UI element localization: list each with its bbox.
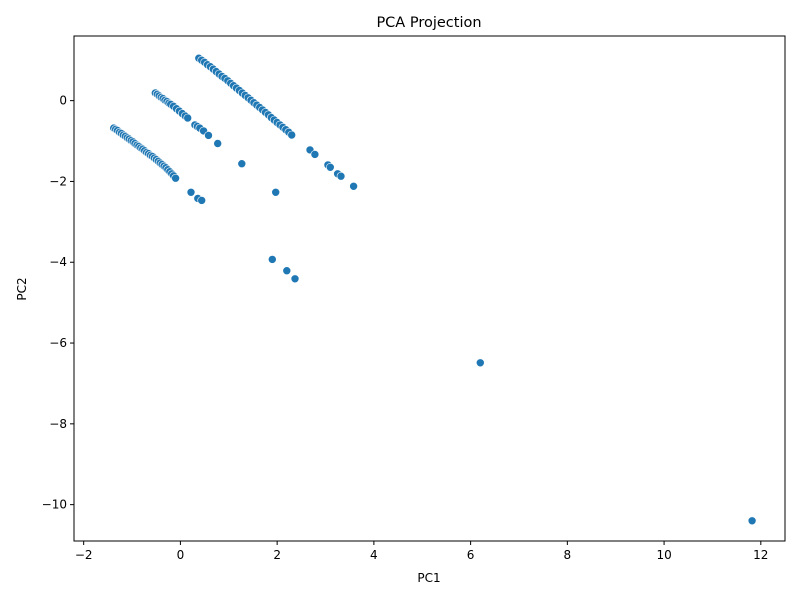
x-tick-label: 6 xyxy=(467,548,475,562)
x-axis-label: PC1 xyxy=(417,571,440,585)
data-point xyxy=(747,516,757,526)
data-point xyxy=(237,159,247,168)
data-point xyxy=(475,358,485,368)
data-point xyxy=(336,171,346,181)
data-point xyxy=(197,196,206,205)
y-tick-label: −8 xyxy=(49,417,67,431)
data-point xyxy=(271,188,281,197)
data-point xyxy=(287,130,297,140)
x-tick-label: 4 xyxy=(370,548,378,562)
x-tick-label: 10 xyxy=(656,548,671,562)
data-point xyxy=(310,150,320,159)
chart-title: PCA Projection xyxy=(376,15,481,31)
data-point xyxy=(186,188,196,197)
points-layer xyxy=(109,53,757,526)
x-tick-label: −2 xyxy=(75,548,93,562)
y-tick-label: 0 xyxy=(59,94,67,108)
data-point xyxy=(290,274,300,284)
data-point xyxy=(325,163,335,172)
data-point xyxy=(204,131,213,140)
data-point xyxy=(213,139,222,148)
x-tick-label: 0 xyxy=(177,548,185,562)
data-point xyxy=(171,173,180,183)
data-point xyxy=(183,113,192,123)
x-tick-label: 12 xyxy=(753,548,768,562)
y-tick-label: −10 xyxy=(42,498,67,512)
data-point xyxy=(267,255,277,264)
y-tick-label: −4 xyxy=(49,255,67,269)
data-point xyxy=(282,266,292,276)
x-axis-ticks: −2 0 2 4 6 8 10 12 xyxy=(75,541,768,562)
y-axis-label: PC2 xyxy=(15,277,29,300)
y-axis-ticks: 0 −2 −4 −6 −8 −10 xyxy=(42,94,74,512)
plot-frame xyxy=(73,35,786,542)
x-tick-label: 2 xyxy=(273,548,281,562)
data-point xyxy=(349,182,358,191)
y-tick-label: −6 xyxy=(49,336,67,350)
y-tick-label: −2 xyxy=(49,174,67,188)
x-tick-label: 8 xyxy=(564,548,572,562)
